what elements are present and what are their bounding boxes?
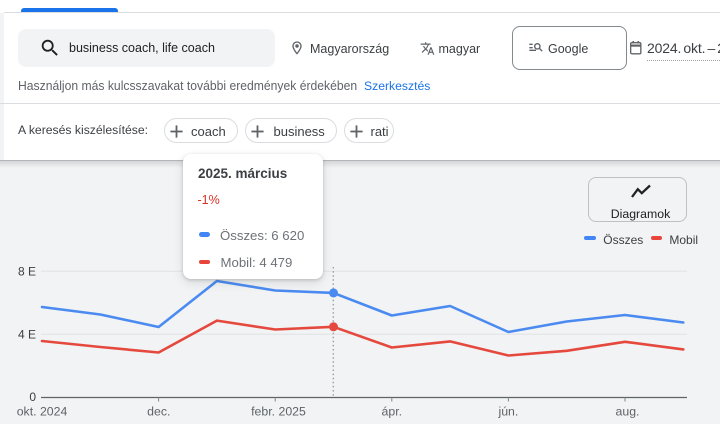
svg-text:4 E: 4 E	[18, 328, 36, 342]
svg-text:aug.: aug.	[616, 405, 640, 419]
svg-text:dec.: dec.	[147, 405, 170, 419]
svg-text:ápr.: ápr.	[382, 405, 403, 419]
svg-text:okt. 2024: okt. 2024	[17, 405, 68, 419]
svg-text:8 E: 8 E	[18, 265, 36, 279]
svg-text:jún.: jún.	[497, 405, 518, 419]
svg-text:febr. 2025: febr. 2025	[251, 405, 306, 419]
svg-text:0: 0	[29, 390, 36, 404]
